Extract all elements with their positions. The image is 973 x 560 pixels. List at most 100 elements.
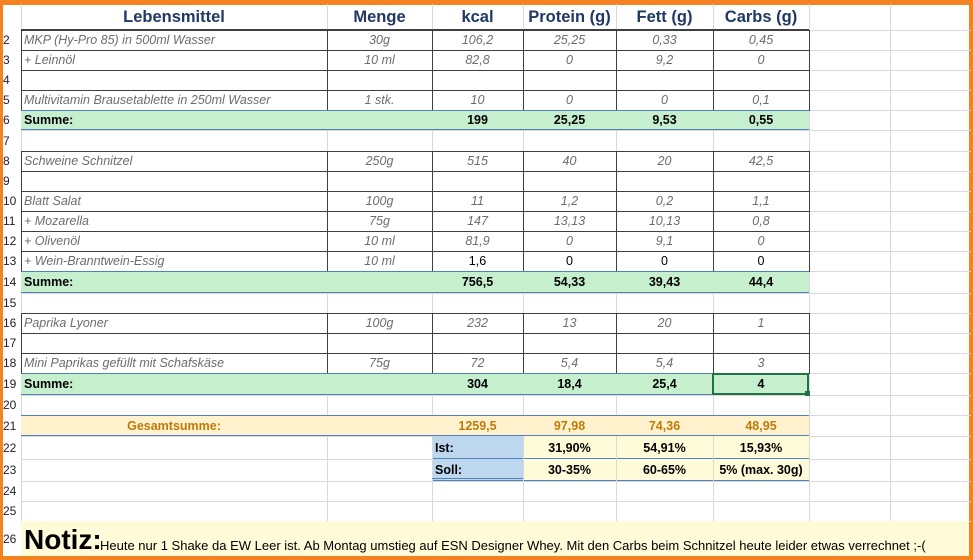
value-cell[interactable]: 0,45	[748, 33, 774, 47]
row-number[interactable]: 18	[3, 356, 17, 370]
value-cell[interactable]: 10 ml	[364, 254, 395, 268]
selected-cell-outline[interactable]	[712, 373, 809, 395]
value-cell[interactable]: 147	[467, 214, 488, 228]
value-cell[interactable]: 10	[470, 93, 485, 107]
value-cell[interactable]: 1,2	[560, 194, 579, 208]
value-cell[interactable]: 0	[566, 254, 573, 268]
value-cell[interactable]: 0	[661, 93, 668, 107]
ratio-value[interactable]: 54,91%	[643, 440, 686, 455]
food-name-cell[interactable]: + Leinnöl	[24, 53, 76, 67]
food-name-cell[interactable]: + Wein-Branntwein-Essig	[24, 254, 165, 268]
fill-handle[interactable]	[805, 391, 810, 396]
sum-label[interactable]: Summe:	[24, 275, 74, 289]
ratio-value[interactable]: 30-35%	[547, 463, 592, 477]
sum-label[interactable]: Summe:	[24, 377, 74, 391]
value-cell[interactable]: 0	[566, 93, 573, 107]
row-number[interactable]: 12	[3, 234, 17, 248]
column-header[interactable]: kcal	[461, 7, 494, 26]
value-cell[interactable]: 106,2	[461, 33, 494, 47]
value-cell[interactable]: 10 ml	[364, 53, 395, 67]
row-number[interactable]: 20	[3, 398, 17, 412]
row-number[interactable]: 8	[3, 154, 10, 168]
sum-value[interactable]: 25,4	[652, 377, 677, 391]
value-cell[interactable]: 10 ml	[364, 234, 395, 248]
value-cell[interactable]: 75g	[369, 356, 390, 370]
value-cell[interactable]: 72	[470, 356, 485, 370]
value-cell[interactable]: 81,9	[465, 234, 490, 248]
value-cell[interactable]: 0,8	[752, 214, 770, 228]
value-cell[interactable]: 1	[757, 316, 765, 330]
row-number[interactable]: 4	[3, 73, 10, 87]
value-cell[interactable]: 11	[471, 194, 484, 208]
row-number[interactable]: 7	[3, 133, 10, 148]
value-cell[interactable]: 1,1	[752, 194, 770, 208]
row-number[interactable]: 3	[3, 53, 10, 67]
value-cell[interactable]: 0	[661, 254, 668, 268]
total-value[interactable]: 48,95	[745, 418, 777, 433]
total-label[interactable]: Gesamtsumme:	[127, 418, 221, 433]
value-cell[interactable]: 250g	[365, 154, 394, 168]
sum-value[interactable]: 39,43	[648, 275, 681, 289]
value-cell[interactable]: 100g	[365, 194, 394, 208]
ratio-value[interactable]: 60-65%	[642, 463, 687, 477]
value-cell[interactable]: 1 stk.	[364, 93, 395, 107]
total-value[interactable]: 74,36	[648, 418, 681, 433]
ratio-value[interactable]: 15,93%	[739, 440, 783, 455]
sum-value[interactable]: 4	[757, 377, 765, 391]
value-cell[interactable]: 0	[757, 53, 765, 67]
food-name-cell[interactable]: Paprika Lyoner	[24, 316, 108, 330]
row-number[interactable]: 26	[3, 531, 17, 546]
value-cell[interactable]: 515	[467, 154, 488, 168]
row-number[interactable]: 19	[3, 377, 17, 391]
food-name-cell[interactable]: Schweine Schnitzel	[24, 154, 133, 168]
value-cell[interactable]: 5,4	[560, 356, 579, 370]
column-header[interactable]: Menge	[353, 7, 406, 26]
row-number[interactable]: 13	[3, 254, 17, 268]
value-cell[interactable]: 232	[467, 316, 488, 330]
value-cell[interactable]: 82,8	[465, 53, 490, 67]
column-header[interactable]: Carbs (g)	[724, 7, 798, 26]
food-name-cell[interactable]: MKP (Hy-Pro 85) in 500ml Wasser	[24, 33, 216, 47]
total-value[interactable]: 1259,5	[458, 418, 497, 433]
value-cell[interactable]: 20	[657, 154, 672, 168]
notiz-area[interactable]	[21, 521, 969, 556]
sum-value[interactable]: 54,33	[553, 275, 586, 289]
value-cell[interactable]: 10,13	[648, 214, 681, 228]
value-cell[interactable]: 0,2	[655, 194, 674, 208]
ratio-value[interactable]: 5% (max. 30g)	[719, 463, 803, 477]
food-name-cell[interactable]: Blatt Salat	[24, 194, 81, 208]
sum-value[interactable]: 304	[467, 377, 488, 391]
value-cell[interactable]: 75g	[369, 214, 390, 228]
column-header[interactable]: Lebensmittel	[123, 7, 225, 26]
total-value[interactable]: 97,98	[553, 418, 586, 433]
column-header[interactable]: Fett (g)	[636, 7, 693, 26]
value-cell[interactable]: 5,4	[655, 356, 674, 370]
value-cell[interactable]: 0,33	[652, 33, 677, 47]
row-number[interactable]: 14	[3, 275, 17, 289]
row-number[interactable]: 24	[3, 484, 17, 498]
value-cell[interactable]: 0	[566, 53, 573, 67]
value-cell[interactable]: 40	[562, 154, 577, 168]
row-number[interactable]: 22	[3, 440, 17, 455]
row-number[interactable]: 17	[3, 336, 17, 350]
sum-label[interactable]: Summe:	[24, 113, 74, 127]
row-number[interactable]: 15	[3, 296, 17, 310]
ratio-value[interactable]: 31,90%	[548, 440, 591, 455]
food-name-cell[interactable]: Mini Paprikas gefüllt mit Schafskäse	[24, 356, 225, 370]
sum-value[interactable]: 0,55	[748, 113, 774, 127]
row-number[interactable]: 9	[3, 174, 10, 188]
sum-value[interactable]: 44,4	[748, 275, 774, 289]
row-number[interactable]: 16	[3, 316, 17, 330]
value-cell[interactable]: 25,25	[553, 33, 586, 47]
row-number[interactable]: 23	[3, 463, 17, 477]
value-cell[interactable]: 13,13	[553, 214, 586, 228]
value-cell[interactable]: 13	[562, 316, 577, 330]
row-number[interactable]: 25	[3, 504, 17, 518]
value-cell[interactable]: 100g	[365, 316, 394, 330]
sum-value[interactable]: 18,4	[557, 377, 582, 391]
row-number[interactable]: 5	[3, 93, 10, 107]
value-cell[interactable]: 3	[757, 356, 765, 370]
row-number[interactable]: 10	[3, 194, 17, 208]
value-cell[interactable]: 9,2	[655, 53, 674, 67]
sum-value[interactable]: 9,53	[652, 113, 677, 127]
